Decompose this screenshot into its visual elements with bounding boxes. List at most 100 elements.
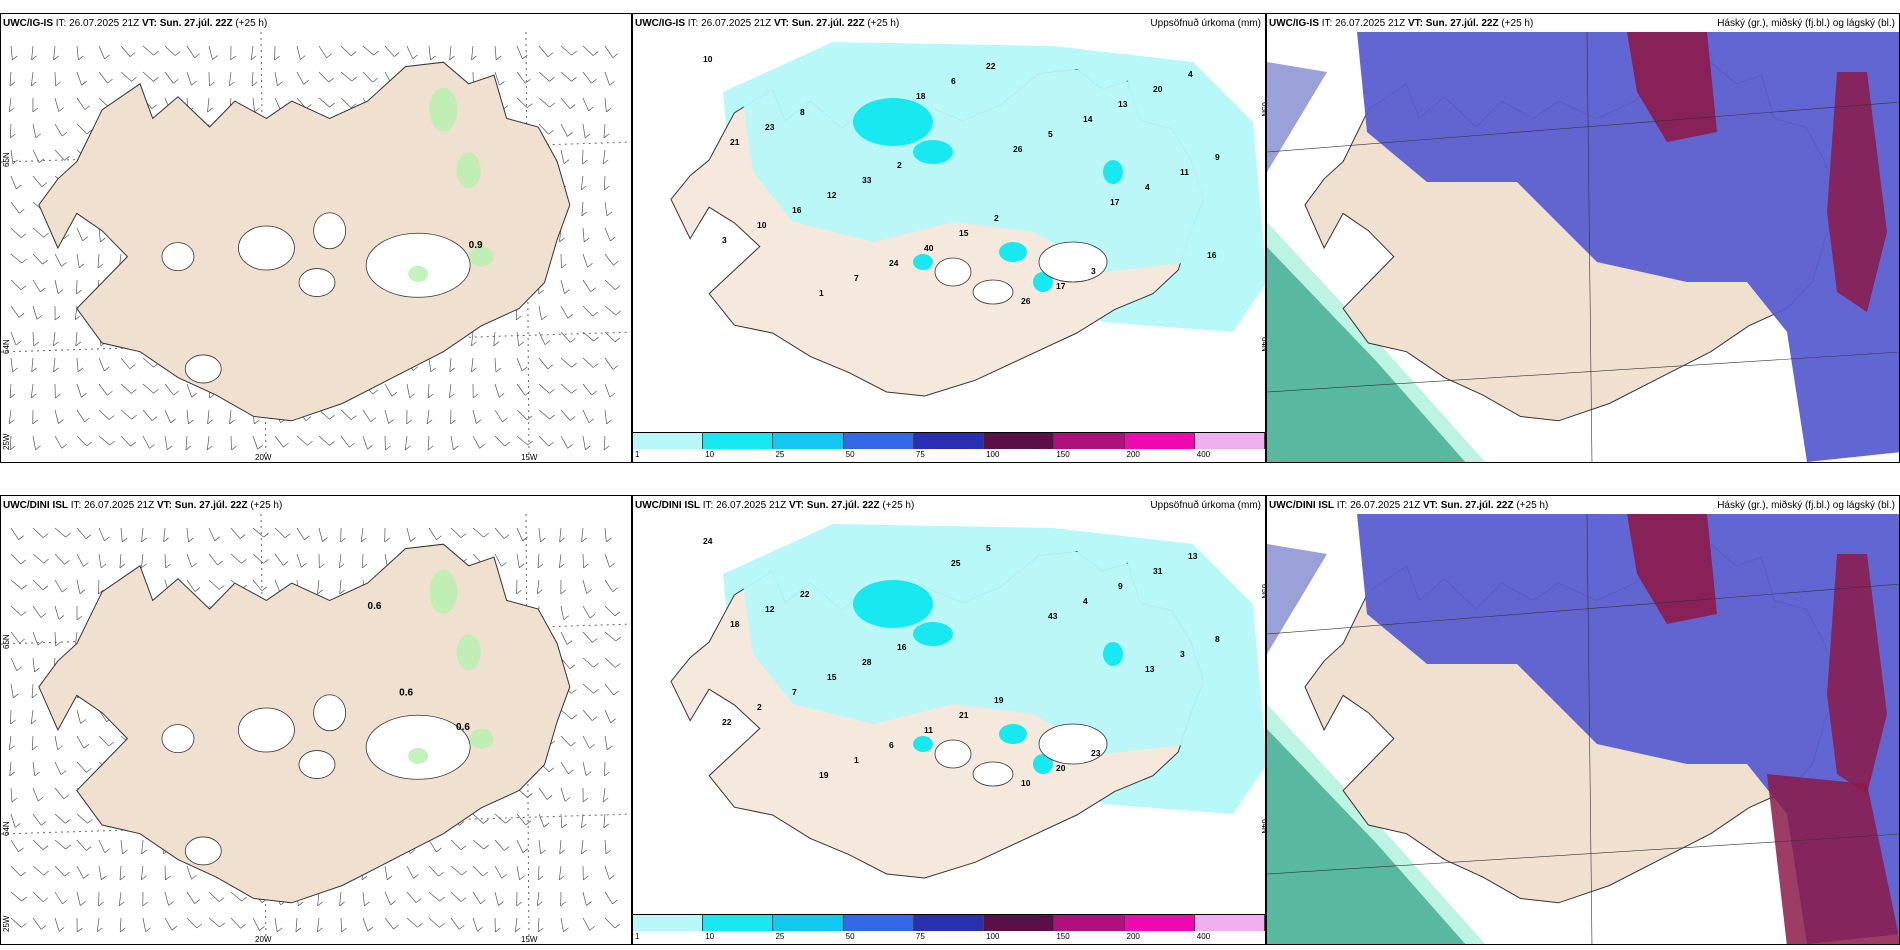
colorbar-label: 150 bbox=[1056, 932, 1070, 941]
cloud-low bbox=[1267, 544, 1327, 654]
precip-core bbox=[913, 736, 933, 752]
wind-max-label: 0.6 bbox=[399, 687, 413, 698]
colorbar-label: 75 bbox=[915, 932, 925, 941]
colorbar-label: 50 bbox=[845, 450, 855, 459]
precip-value: 23 bbox=[765, 122, 775, 132]
colorbar-label: 150 bbox=[1056, 450, 1070, 459]
glacier bbox=[313, 694, 347, 732]
precip-value: 4 bbox=[1083, 596, 1088, 606]
colorbar-label: 50 bbox=[845, 932, 855, 941]
panel-title: Háský (gr.), miðský (fj.bl.) og lágský (… bbox=[1717, 500, 1895, 511]
wind-area bbox=[408, 747, 429, 764]
lat-label: 65N bbox=[1260, 102, 1266, 117]
precip-value: 13 bbox=[1145, 664, 1155, 674]
precip-value: 24 bbox=[703, 536, 713, 546]
wind-map: 0.6 0.6 0.6 65N 64N 25W 20W 15W bbox=[1, 514, 631, 944]
colorbar-label: 100 bbox=[986, 450, 1000, 459]
colorbar-label: 1 bbox=[635, 450, 640, 459]
precip-value: 22 bbox=[986, 61, 996, 71]
glacier bbox=[184, 836, 222, 866]
wind-area bbox=[408, 265, 429, 282]
precip-map: 2422161923131228212031181511109876543212… bbox=[633, 514, 1266, 928]
lon-label: 20W bbox=[255, 453, 272, 462]
wind-map: 0.9 65N 64N 25W 20W 15W bbox=[1, 32, 631, 462]
precip-value: 16 bbox=[792, 205, 802, 215]
precip-value: 1 bbox=[819, 288, 824, 298]
colorbar-label: 75 bbox=[915, 450, 925, 459]
precip-value: 25 bbox=[951, 558, 961, 568]
glacier bbox=[365, 232, 471, 298]
precip-value: 10 bbox=[1021, 778, 1031, 788]
precip-value: 8 bbox=[800, 107, 805, 117]
lon-label: 20W bbox=[255, 935, 272, 944]
precip-value: 16 bbox=[897, 642, 907, 652]
colorbar-label: 100 bbox=[986, 932, 1000, 941]
precip-value: 31 bbox=[1153, 566, 1163, 576]
cloud-low bbox=[1357, 514, 1899, 944]
precip-value: 19 bbox=[994, 695, 1004, 705]
colorbar-label: 200 bbox=[1126, 450, 1140, 459]
cloud-low bbox=[1267, 62, 1327, 172]
panel-wind-top: UWC/IG-IS IT: 26.07.2025 21Z VT: Sun. 27… bbox=[0, 13, 632, 463]
cloud-high bbox=[1627, 514, 1717, 624]
glacier bbox=[1038, 241, 1108, 283]
colorbar-cell: 25 bbox=[773, 915, 844, 941]
precip-value: 15 bbox=[959, 228, 969, 238]
precip-value: 24 bbox=[889, 258, 899, 268]
precip-value: 3 bbox=[1180, 649, 1185, 659]
glacier bbox=[365, 714, 471, 780]
colorbar-cell: 25 bbox=[773, 433, 844, 459]
precip-colorbar: 1 10 25 50 75 100 150 200 400 bbox=[633, 432, 1265, 459]
panel-cloud-top: UWC/IG-IS IT: 26.07.2025 21Z VT: Sun. 27… bbox=[1266, 13, 1900, 463]
precip-value: 22 bbox=[722, 717, 732, 727]
lat-label: 65N bbox=[1260, 584, 1266, 599]
colorbar-cell: 1 bbox=[633, 915, 704, 941]
wind-area bbox=[469, 728, 494, 749]
lat-label: 64N bbox=[2, 821, 11, 836]
colorbar-label: 10 bbox=[705, 932, 715, 941]
precip-value: 21 bbox=[959, 710, 969, 720]
precip-values: 2422161923131228212031181511109876543212… bbox=[703, 536, 1220, 788]
precip-value: 1 bbox=[854, 755, 859, 765]
precip-map: 1082234233315172021124026139162422141110… bbox=[633, 32, 1266, 446]
grid-line bbox=[1586, 514, 1593, 944]
colorbar-cell: 200 bbox=[1124, 433, 1195, 459]
colorbar-cell: 100 bbox=[984, 915, 1055, 941]
glacier bbox=[934, 739, 972, 769]
cloud-high bbox=[1627, 32, 1717, 142]
panel-header: UWC/DINI ISL IT: 26.07.2025 21Z VT: Sun.… bbox=[635, 500, 915, 511]
glacier bbox=[313, 212, 347, 250]
precip-value: 2 bbox=[994, 213, 999, 223]
glacier bbox=[1038, 723, 1108, 765]
precip-value: 43 bbox=[1048, 611, 1058, 621]
precip-value: 16 bbox=[1207, 250, 1217, 260]
wind-area bbox=[456, 152, 481, 189]
precip-core bbox=[999, 724, 1027, 744]
precip-core bbox=[913, 254, 933, 270]
lon-label: 15W bbox=[521, 453, 538, 462]
wind-max-label: 0.6 bbox=[368, 601, 382, 612]
colorbar-label: 25 bbox=[775, 450, 785, 459]
precip-core bbox=[999, 242, 1027, 262]
precip-value: 26 bbox=[1021, 296, 1031, 306]
precip-core bbox=[1103, 642, 1123, 666]
precip-core bbox=[1033, 272, 1053, 292]
cloud-map bbox=[1267, 32, 1899, 462]
precip-value: 6 bbox=[889, 740, 894, 750]
precip-value: 15 bbox=[827, 672, 837, 682]
precip-value: 13 bbox=[1118, 99, 1128, 109]
precip-value: 7 bbox=[854, 273, 859, 283]
colorbar-cell: 75 bbox=[913, 433, 985, 459]
precip-value: 33 bbox=[862, 175, 872, 185]
cloud-map bbox=[1267, 514, 1899, 944]
precip-value: 20 bbox=[1153, 84, 1163, 94]
wind-area bbox=[429, 569, 458, 614]
colorbar-label: 400 bbox=[1196, 932, 1211, 941]
precip-value: 9 bbox=[1215, 152, 1220, 162]
panel-header: UWC/IG-IS IT: 26.07.2025 21Z VT: Sun. 27… bbox=[3, 18, 268, 29]
glacier bbox=[972, 761, 1014, 787]
lat-label: 25W bbox=[2, 433, 11, 450]
colorbar-label: 200 bbox=[1126, 932, 1140, 941]
panel-header: UWC/DINI ISL IT: 26.07.2025 21Z VT: Sun.… bbox=[1269, 500, 1549, 511]
lat-label: 64N bbox=[1260, 337, 1266, 352]
